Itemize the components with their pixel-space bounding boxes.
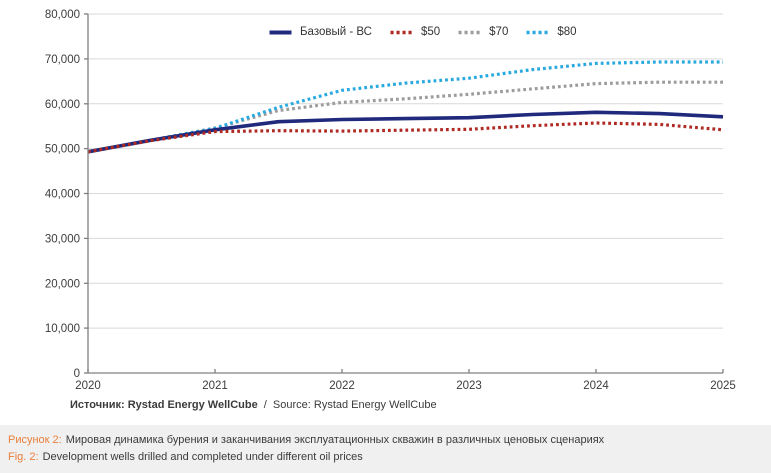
caption-text-en: Development wells drilled and completed …: [42, 451, 363, 463]
y-tick-label: 0: [74, 368, 80, 380]
caption-line-en: Fig. 2: Development wells drilled and com…: [8, 449, 761, 466]
legend-marker-icon: [458, 30, 481, 34]
legend-label: Базовый - ВС: [300, 26, 372, 38]
x-tick-label: 2021: [202, 380, 228, 392]
x-tick-label: 2022: [329, 380, 355, 392]
series-line-3: [87, 60, 723, 154]
legend-item-0: Базовый - ВС: [268, 26, 372, 38]
source-text-ru: Источник: Rystad Energy WellCube: [70, 399, 258, 411]
source-separator: /: [263, 399, 267, 411]
series-line-1: [87, 121, 724, 154]
y-tick-label: 30,000: [45, 233, 80, 245]
x-tick-label: 2020: [75, 380, 101, 392]
series-line-0: [87, 110, 724, 154]
caption-text-ru: Мировая динамика бурения и заканчивания …: [65, 434, 605, 446]
legend-marker-icon: [269, 30, 292, 34]
source-note: Источник: Rystad Energy WellCube / Sourc…: [70, 399, 437, 411]
y-tick-label: 80,000: [45, 9, 80, 21]
y-tick-label: 10,000: [45, 323, 80, 335]
legend-label: $70: [489, 26, 509, 38]
caption-band: Рисунок 2: Мировая динамика бурения и зак…: [0, 425, 771, 473]
x-tick-label: 2025: [710, 380, 736, 392]
legend-item-3: $80: [525, 26, 577, 38]
y-tick-label: 20,000: [45, 278, 80, 290]
chart-legend: Базовый - ВС $50 $70 $80: [268, 26, 577, 38]
y-tick-label: 50,000: [45, 144, 80, 156]
legend-label: $80: [557, 26, 577, 38]
legend-item-1: $50: [389, 26, 440, 38]
caption-label-ru: Рисунок 2:: [8, 434, 62, 446]
source-text-en: Source: Rystad Energy WellCube: [272, 399, 437, 411]
legend-marker-icon: [526, 30, 549, 34]
y-tick-label: 60,000: [45, 99, 80, 111]
legend-item-2: $70: [457, 26, 508, 38]
y-tick-label: 40,000: [45, 189, 80, 201]
line-chart: 0 10,000 20,000 30,000 40,000 50,000 60,000 70,…: [45, 9, 736, 392]
legend-label: $50: [420, 26, 441, 38]
x-tick-label: 2024: [583, 380, 609, 392]
x-tick-label: 2023: [456, 380, 482, 392]
series-line-2: [87, 80, 723, 154]
y-tick-label: 70,000: [45, 54, 80, 66]
caption-line-ru: Рисунок 2: Мировая динамика бурения и зак…: [8, 432, 761, 449]
caption-label-en: Fig. 2:: [8, 451, 39, 463]
legend-marker-icon: [390, 30, 413, 34]
